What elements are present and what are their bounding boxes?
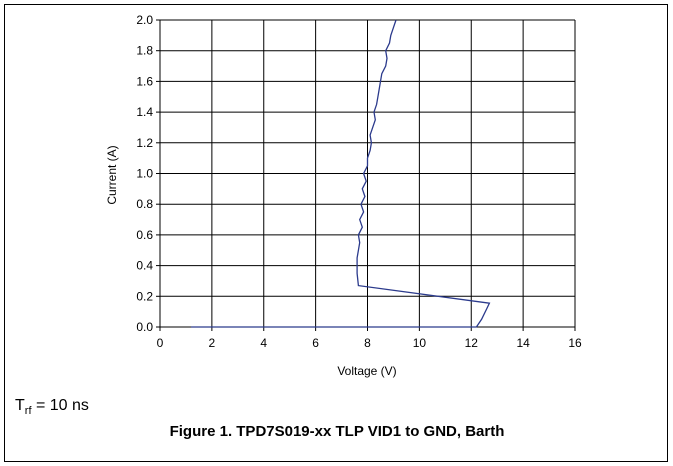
y-tick-label-7: 1.4 bbox=[136, 105, 153, 119]
x-axis-label: Voltage (V) bbox=[337, 364, 396, 378]
rise-time-note: Trf = 10 ns bbox=[15, 397, 89, 417]
y-tick-label-10: 2.0 bbox=[136, 13, 153, 27]
grid-lines bbox=[156, 19, 576, 331]
y-tick-label-1: 0.2 bbox=[136, 289, 153, 303]
x-tick-label-4: 8 bbox=[364, 336, 371, 350]
y-tick-label-9: 1.8 bbox=[136, 44, 153, 58]
rise-time-value: = 10 ns bbox=[31, 397, 89, 414]
x-tick-label-1: 2 bbox=[209, 336, 216, 350]
y-tick-label-5: 1.0 bbox=[136, 167, 153, 181]
y-tick-label-2: 0.4 bbox=[136, 259, 153, 273]
y-tick-label-3: 0.6 bbox=[136, 228, 153, 242]
y-tick-label-6: 1.2 bbox=[136, 136, 153, 150]
figure-caption: Figure 1. TPD7S019-xx TLP VID1 to GND, B… bbox=[169, 423, 505, 440]
rise-time-subscript: rf bbox=[24, 405, 32, 418]
x-tick-label-0: 0 bbox=[157, 336, 164, 350]
x-tick-label-7: 14 bbox=[516, 336, 530, 350]
x-tick-label-5: 10 bbox=[413, 336, 427, 350]
x-tick-label-3: 6 bbox=[312, 336, 319, 350]
plot-area: 0.0 0.2 0.4 0.6 0.8 1.0 1.2 1.4 1.6 1.8 2.0 0 2 4 6 8 1… bbox=[105, 13, 582, 378]
figure-frame: 0.0 0.2 0.4 0.6 0.8 1.0 1.2 1.4 1.6 1.8 2.0 0 2 4 6 8 1… bbox=[4, 4, 668, 462]
y-tick-label-0: 0.0 bbox=[136, 320, 153, 334]
x-tick-labels: 0 2 4 6 8 10 12 14 16 bbox=[157, 336, 582, 350]
rise-time-symbol: T bbox=[15, 397, 25, 414]
series-line bbox=[191, 19, 491, 328]
y-axis-label: Current (A) bbox=[105, 145, 119, 204]
y-tick-labels: 0.0 0.2 0.4 0.6 0.8 1.0 1.2 1.4 1.6 1.8 2.0 bbox=[136, 13, 153, 334]
x-tick-label-6: 12 bbox=[465, 336, 479, 350]
x-tick-label-2: 4 bbox=[260, 336, 267, 350]
y-tick-label-4: 0.8 bbox=[136, 197, 153, 211]
y-tick-label-8: 1.6 bbox=[136, 74, 153, 88]
x-tick-label-8: 16 bbox=[568, 336, 582, 350]
